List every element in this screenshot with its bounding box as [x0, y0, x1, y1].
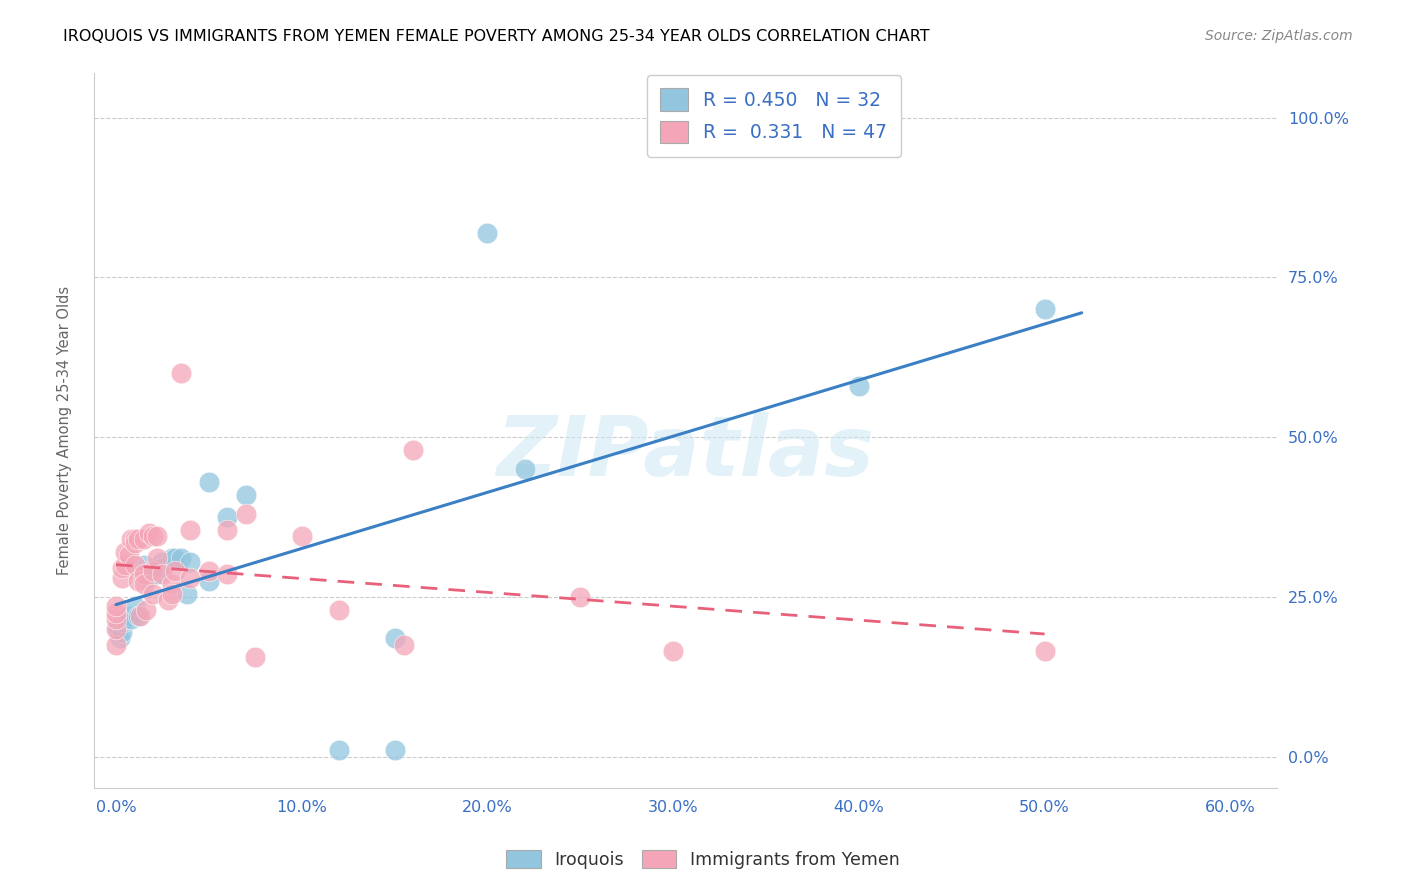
Point — [198, 475, 221, 489]
Point — [152, 567, 174, 582]
Point — [127, 533, 149, 547]
Point — [110, 624, 132, 639]
Point — [104, 638, 127, 652]
Point — [118, 609, 141, 624]
Point — [127, 574, 149, 588]
Legend: Iroquois, Immigrants from Yemen: Iroquois, Immigrants from Yemen — [499, 844, 907, 876]
Point — [135, 602, 157, 616]
Point — [127, 609, 149, 624]
Point — [129, 609, 152, 624]
Point — [124, 535, 146, 549]
Point — [104, 622, 127, 636]
Point — [132, 558, 155, 572]
Point — [138, 525, 160, 540]
Point — [179, 523, 201, 537]
Point — [1033, 644, 1056, 658]
Point — [114, 612, 136, 626]
Point — [513, 462, 536, 476]
Point — [112, 615, 135, 630]
Point — [120, 533, 142, 547]
Point — [176, 586, 198, 600]
Point — [110, 561, 132, 575]
Point — [235, 487, 257, 501]
Point — [245, 650, 267, 665]
Point — [217, 523, 239, 537]
Text: ZIPatlas: ZIPatlas — [496, 412, 875, 492]
Point — [848, 379, 870, 393]
Point — [124, 533, 146, 547]
Point — [110, 571, 132, 585]
Point — [142, 586, 165, 600]
Point — [132, 567, 155, 582]
Point — [198, 574, 221, 588]
Point — [152, 561, 174, 575]
Point — [662, 644, 685, 658]
Point — [142, 564, 165, 578]
Point — [132, 533, 155, 547]
Point — [165, 551, 187, 566]
Point — [104, 606, 127, 620]
Text: IROQUOIS VS IMMIGRANTS FROM YEMEN FEMALE POVERTY AMONG 25-34 YEAR OLDS CORRELATI: IROQUOIS VS IMMIGRANTS FROM YEMEN FEMALE… — [63, 29, 929, 44]
Point — [146, 551, 169, 566]
Point — [198, 564, 221, 578]
Point — [402, 442, 425, 457]
Point — [124, 558, 146, 572]
Point — [160, 551, 183, 566]
Point — [104, 599, 127, 614]
Point — [165, 564, 187, 578]
Point — [384, 632, 406, 646]
Point — [108, 632, 131, 646]
Point — [179, 555, 201, 569]
Point — [217, 567, 239, 582]
Point — [118, 549, 141, 563]
Point — [136, 567, 159, 582]
Point — [138, 571, 160, 585]
Point — [156, 593, 179, 607]
Point — [477, 226, 499, 240]
Point — [146, 567, 169, 582]
Point — [569, 590, 592, 604]
Point — [142, 529, 165, 543]
Point — [328, 602, 350, 616]
Point — [146, 529, 169, 543]
Point — [328, 743, 350, 757]
Point — [1033, 302, 1056, 317]
Point — [170, 551, 193, 566]
Point — [384, 743, 406, 757]
Point — [132, 577, 155, 591]
Point — [291, 529, 314, 543]
Text: Source: ZipAtlas.com: Source: ZipAtlas.com — [1205, 29, 1353, 43]
Point — [179, 571, 201, 585]
Point — [114, 558, 136, 572]
Point — [114, 545, 136, 559]
Point — [120, 612, 142, 626]
Legend: R = 0.450   N = 32, R =  0.331   N = 47: R = 0.450 N = 32, R = 0.331 N = 47 — [647, 75, 901, 157]
Point — [160, 577, 183, 591]
Y-axis label: Female Poverty Among 25-34 Year Olds: Female Poverty Among 25-34 Year Olds — [58, 286, 72, 575]
Point — [170, 366, 193, 380]
Point — [235, 507, 257, 521]
Point — [142, 567, 165, 582]
Point — [152, 555, 174, 569]
Point — [107, 622, 129, 636]
Point — [104, 612, 127, 626]
Point — [217, 510, 239, 524]
Point — [160, 586, 183, 600]
Point — [392, 638, 415, 652]
Point — [124, 599, 146, 614]
